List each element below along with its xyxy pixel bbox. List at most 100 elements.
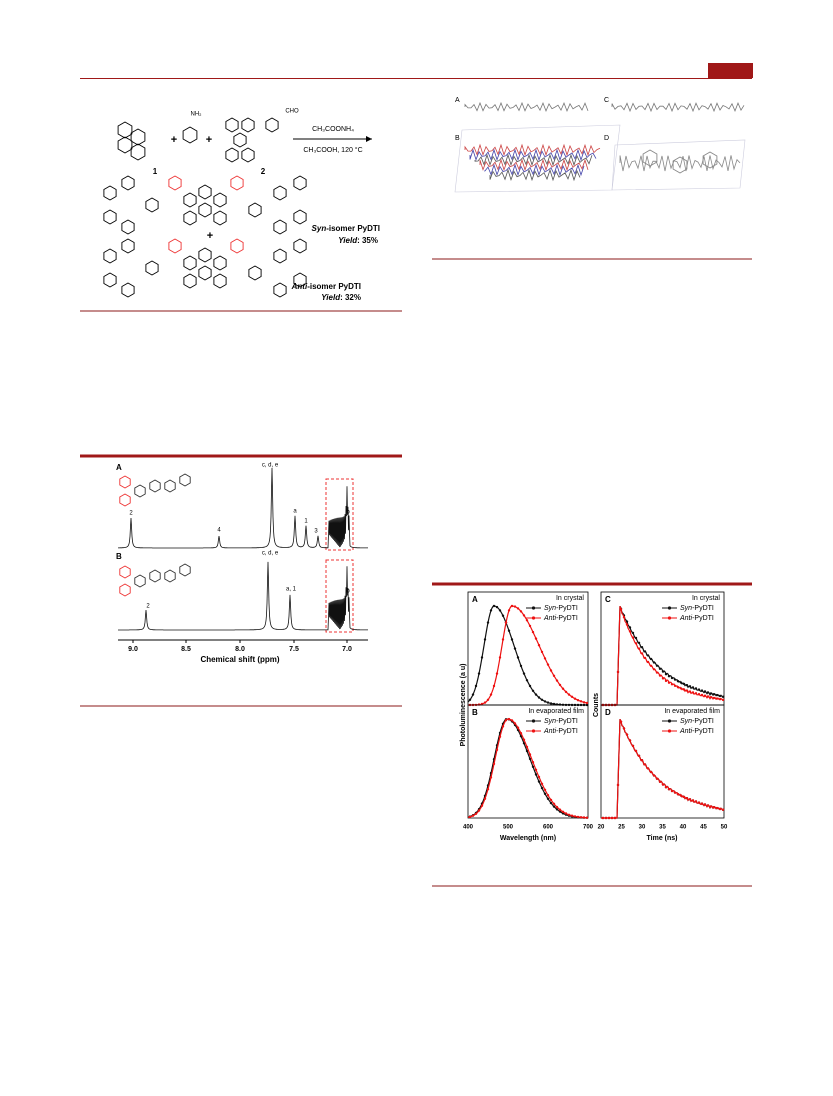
- peak-label: b: [346, 589, 350, 595]
- curve-marker: [498, 609, 502, 612]
- curve-marker: [585, 816, 589, 819]
- curve-marker: [697, 693, 701, 696]
- curve-marker: [655, 664, 659, 667]
- ring: [225, 147, 239, 163]
- curve-marker: [534, 637, 538, 640]
- header-tab: [708, 63, 753, 78]
- curve-marker: [546, 701, 550, 704]
- ring: [230, 175, 244, 191]
- curve-marker: [709, 696, 713, 699]
- highlight-box: [325, 478, 354, 551]
- panel-label: B: [455, 135, 460, 142]
- group-label: CHO: [285, 109, 299, 115]
- curve-marker: [610, 816, 614, 820]
- legend-prefix: Anti: [543, 615, 557, 622]
- curve-marker: [664, 673, 668, 676]
- curve-marker: [537, 775, 541, 779]
- condition-label: In crystal: [556, 595, 584, 602]
- condition-label: In evaporated film: [664, 708, 720, 715]
- curve-marker: [528, 624, 532, 628]
- curve-marker: [631, 744, 635, 748]
- curve-marker: [504, 719, 508, 722]
- ring: [149, 479, 161, 493]
- molecule: [489, 168, 581, 182]
- curve-marker: [643, 656, 647, 660]
- curve-marker: [679, 794, 683, 797]
- legend-label: Syn-PyDTI: [544, 718, 578, 725]
- curve-marker: [477, 703, 481, 706]
- legend-label: Syn-PyDTI: [544, 605, 578, 612]
- curve-marker: [540, 650, 544, 654]
- ring: [134, 574, 146, 588]
- curve-marker: [495, 672, 499, 675]
- ring: [119, 493, 131, 507]
- curve-marker: [643, 650, 647, 653]
- curve-marker: [510, 638, 514, 641]
- condition-label: In crystal: [692, 595, 720, 602]
- legend-prefix: Anti: [679, 728, 693, 735]
- curve-marker: [510, 719, 514, 722]
- curve-marker: [552, 805, 556, 808]
- curve-marker: [576, 815, 580, 819]
- curve-marker: [691, 691, 695, 694]
- curve-marker: [685, 684, 689, 687]
- curve-marker: [537, 780, 541, 783]
- curve-marker: [474, 684, 478, 688]
- molecule: [619, 155, 741, 172]
- ring: [198, 184, 212, 200]
- curve-marker: [715, 693, 719, 697]
- legend-prefix: Syn: [680, 718, 692, 725]
- curve-marker: [709, 805, 713, 808]
- curve-marker: [555, 808, 559, 811]
- curve-marker: [528, 757, 532, 761]
- curve-marker: [670, 683, 674, 686]
- ring: [183, 255, 197, 271]
- curve-marker: [531, 630, 535, 634]
- x-axis-label: Time (ns): [647, 835, 678, 842]
- curve-marker: [480, 804, 484, 807]
- curve-marker: [543, 657, 547, 660]
- curve-marker: [549, 798, 553, 802]
- curve-marker: [631, 631, 635, 635]
- curve-marker: [486, 788, 490, 791]
- x-tick-label: 40: [680, 825, 687, 831]
- curve-marker: [471, 814, 475, 817]
- x-tick-label: 20: [598, 825, 605, 831]
- curve-marker: [513, 647, 517, 650]
- legend-prefix: Syn: [544, 718, 556, 725]
- legend-suffix: -PyDTI: [692, 718, 714, 725]
- ring: [293, 272, 307, 288]
- curve-marker: [682, 688, 686, 691]
- curve-marker: [549, 702, 553, 705]
- curve-marker: [534, 773, 538, 776]
- curve-marker: [546, 794, 550, 797]
- curve-marker: [625, 620, 629, 623]
- ring: [233, 132, 247, 148]
- curve-marker: [688, 690, 692, 693]
- curve-marker: [525, 679, 529, 682]
- curve-marker: [652, 668, 656, 671]
- peak-label: a, 1: [286, 587, 297, 593]
- x-axis-label: Chemical shift (ppm): [200, 655, 279, 664]
- legend-label: Anti-PyDTI: [679, 728, 714, 735]
- curve-marker: [646, 767, 650, 770]
- curve-marker: [528, 753, 532, 756]
- peak-label: 1: [304, 519, 308, 525]
- compound-label: 1: [153, 167, 158, 176]
- legend-suffix: -PyDTI: [556, 615, 578, 622]
- ring: [198, 202, 212, 218]
- yield: Yield: 32%: [321, 293, 361, 302]
- curve-marker: [477, 672, 481, 675]
- x-tick-label: 600: [543, 825, 554, 831]
- curve-marker: [531, 689, 535, 692]
- curve-marker: [622, 727, 626, 730]
- ring: [213, 192, 227, 208]
- ring: [273, 248, 287, 264]
- curve-marker: [649, 770, 653, 774]
- curve-marker: [706, 804, 710, 807]
- yield-word: Yield: [338, 236, 358, 245]
- ring: [230, 238, 244, 254]
- crystal-figure: A B C D: [454, 97, 746, 193]
- curve-marker: [706, 691, 710, 694]
- legend-prefix: Syn: [544, 605, 556, 612]
